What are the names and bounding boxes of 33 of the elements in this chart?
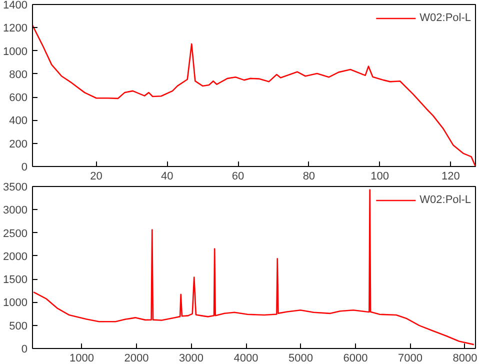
- x-tick-label: 4000: [234, 352, 258, 364]
- legend-label: W02:Pol-L: [420, 194, 471, 206]
- x-tick-label: 40: [161, 170, 174, 182]
- line-series: [32, 189, 475, 346]
- x-tick-label: 120: [442, 170, 460, 182]
- x-tick-label: 80: [302, 170, 316, 182]
- y-tick-label: 1000: [3, 297, 28, 310]
- y-tick-label: 0: [21, 162, 28, 174]
- x-tick-label: 3000: [179, 352, 204, 364]
- y-tick-label: 3500: [3, 182, 28, 194]
- y-tick-label: 1500: [3, 274, 28, 286]
- x-tick-label: 20: [90, 170, 102, 182]
- y-tick-label: 1000: [3, 46, 28, 58]
- x-tick-label: 5000: [288, 352, 313, 364]
- y-tick-label: 1400: [3, 0, 28, 12]
- y-tick-label: 500: [9, 320, 28, 332]
- x-tick-label: 6000: [343, 352, 368, 364]
- y-tick-label: 3000: [3, 204, 28, 217]
- y-tick-label: 2000: [3, 250, 28, 263]
- y-tick-label: 1200: [3, 22, 28, 35]
- x-tick-label: 7000: [398, 352, 422, 364]
- legend-label: W02:Pol-L: [420, 12, 471, 24]
- y-tick-label: 600: [9, 92, 28, 104]
- y-tick-label: 800: [9, 68, 28, 81]
- y-tick-label: 400: [9, 115, 28, 128]
- x-tick-label: 60: [232, 170, 244, 182]
- y-tick-label: 2500: [3, 228, 28, 240]
- y-tick-label: 200: [9, 138, 28, 150]
- x-tick-label: 1000: [70, 352, 94, 364]
- x-tick-label: 8000: [452, 352, 478, 364]
- x-tick-label: 100: [370, 170, 389, 182]
- x-tick-label: 2000: [124, 352, 149, 364]
- y-tick-label: 0: [21, 344, 28, 356]
